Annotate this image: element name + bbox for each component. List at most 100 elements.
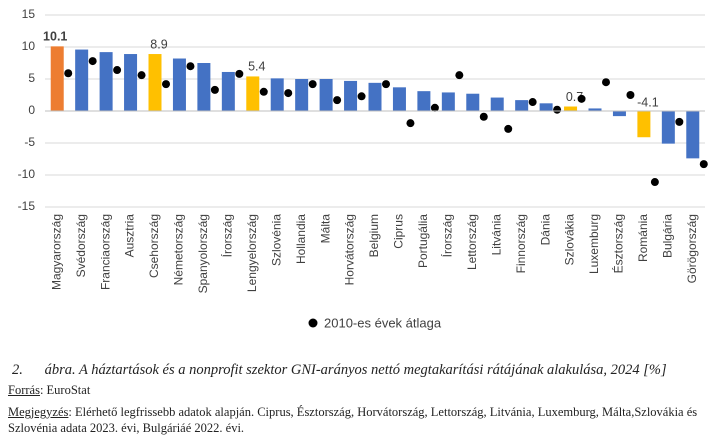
- x-tick-label: Lettország: [465, 214, 479, 270]
- dot: [626, 91, 635, 99]
- dot: [333, 96, 342, 105]
- x-tick-label: Írország: [440, 214, 455, 257]
- data-label: -4.1: [637, 95, 659, 109]
- bar: [539, 103, 553, 111]
- y-tick-label: 5: [28, 71, 35, 85]
- dot: [577, 94, 586, 103]
- source-label: Forrás: [8, 383, 40, 397]
- data-label: 8.9: [150, 37, 167, 51]
- y-tick-label: -10: [18, 167, 36, 181]
- bar: [50, 46, 64, 111]
- x-tick-label: Finnország: [514, 214, 528, 273]
- dot: [553, 105, 562, 114]
- dot: [699, 160, 708, 169]
- bar: [124, 54, 138, 111]
- bar: [319, 79, 333, 111]
- source: Forrás: EuroStat: [8, 383, 90, 398]
- note-text: : Elérhető legfrissebb adatok alapján. C…: [8, 405, 698, 435]
- bar: [246, 76, 260, 111]
- dot: [210, 85, 219, 94]
- bar: [148, 54, 162, 111]
- x-tick-label: Franciaország: [98, 214, 112, 290]
- x-tick-label: Málta: [318, 214, 332, 244]
- dot: [162, 80, 170, 89]
- x-tick-label: Belgium: [367, 214, 381, 257]
- dot: [602, 78, 610, 87]
- y-tick-label: -5: [24, 135, 35, 149]
- x-tick-label: Szlovénia: [269, 214, 283, 266]
- dot: [137, 71, 146, 80]
- y-tick-label: 15: [22, 7, 36, 21]
- x-tick-label: Portugália: [416, 214, 430, 268]
- dot: [479, 112, 488, 121]
- legend-label: 2010-es évek átlaga: [324, 315, 442, 330]
- bar: [466, 93, 480, 111]
- dot: [675, 117, 684, 126]
- x-tick-label: Dánia: [538, 214, 552, 246]
- dot: [284, 89, 293, 98]
- bar: [515, 100, 529, 111]
- note-label: Megjegyzés: [8, 405, 69, 419]
- data-label: 5.4: [248, 60, 265, 74]
- dot: [64, 69, 73, 78]
- x-tick-label: Ausztria: [123, 214, 137, 258]
- dot: [186, 62, 195, 71]
- x-tick-label: Bulgária: [661, 214, 675, 258]
- bar: [392, 87, 406, 111]
- x-tick-label: Svédország: [74, 214, 88, 277]
- bar: [172, 58, 186, 111]
- x-tick-label: Spanyolország: [196, 214, 210, 293]
- bar: [270, 78, 284, 111]
- y-tick-label: -15: [18, 199, 36, 213]
- bar: [221, 71, 235, 111]
- x-tick-label: Észtország: [611, 214, 626, 273]
- bar: [564, 106, 578, 111]
- dot: [113, 66, 122, 75]
- x-tick-label: Lengyelország: [245, 214, 259, 292]
- dot: [259, 87, 268, 96]
- bar: [637, 111, 651, 138]
- dot: [504, 124, 513, 133]
- x-tick-label: Ciprus: [392, 214, 406, 249]
- bar: [368, 82, 382, 111]
- caption-text: ábra. A háztartások és a nonprofit szekt…: [44, 362, 667, 378]
- note: Megjegyzés: Elérhető legfrissebb adatok …: [8, 404, 723, 436]
- x-tick-label: Németország: [172, 214, 186, 285]
- x-tick-label: Hollandia: [294, 214, 308, 264]
- bar: [75, 49, 89, 111]
- y-tick-label: 0: [28, 103, 35, 117]
- bar: [295, 79, 309, 111]
- bar: [99, 52, 113, 111]
- y-tick-label: 10: [22, 39, 36, 53]
- data-label: 10.1: [43, 30, 67, 44]
- legend-marker: [308, 318, 318, 328]
- x-tick-label: Görögország: [685, 214, 699, 283]
- dot: [406, 119, 415, 128]
- dot: [357, 92, 366, 101]
- caption-number: 2.: [12, 362, 23, 378]
- x-tick-label: Horvátország: [343, 214, 357, 285]
- dot: [430, 103, 439, 112]
- dot: [455, 71, 464, 80]
- bar: [417, 91, 431, 111]
- x-tick-label: Csehország: [147, 214, 161, 278]
- x-tick-label: Szlovákia: [563, 214, 577, 266]
- bar: [490, 97, 504, 111]
- x-tick-label: Magyarország: [49, 214, 63, 290]
- x-tick-label: Románia: [636, 214, 650, 262]
- dot: [650, 178, 659, 187]
- bar: [661, 111, 675, 144]
- dot: [528, 98, 537, 107]
- bar: [588, 108, 602, 111]
- bar: [612, 111, 626, 117]
- bar: [344, 80, 358, 111]
- dot: [308, 80, 317, 89]
- bar: [197, 63, 211, 111]
- source-text: : EuroStat: [39, 383, 91, 397]
- bar: [686, 111, 700, 159]
- x-tick-label: Luxemburg: [587, 214, 601, 274]
- dot: [88, 57, 97, 66]
- dot: [382, 80, 390, 89]
